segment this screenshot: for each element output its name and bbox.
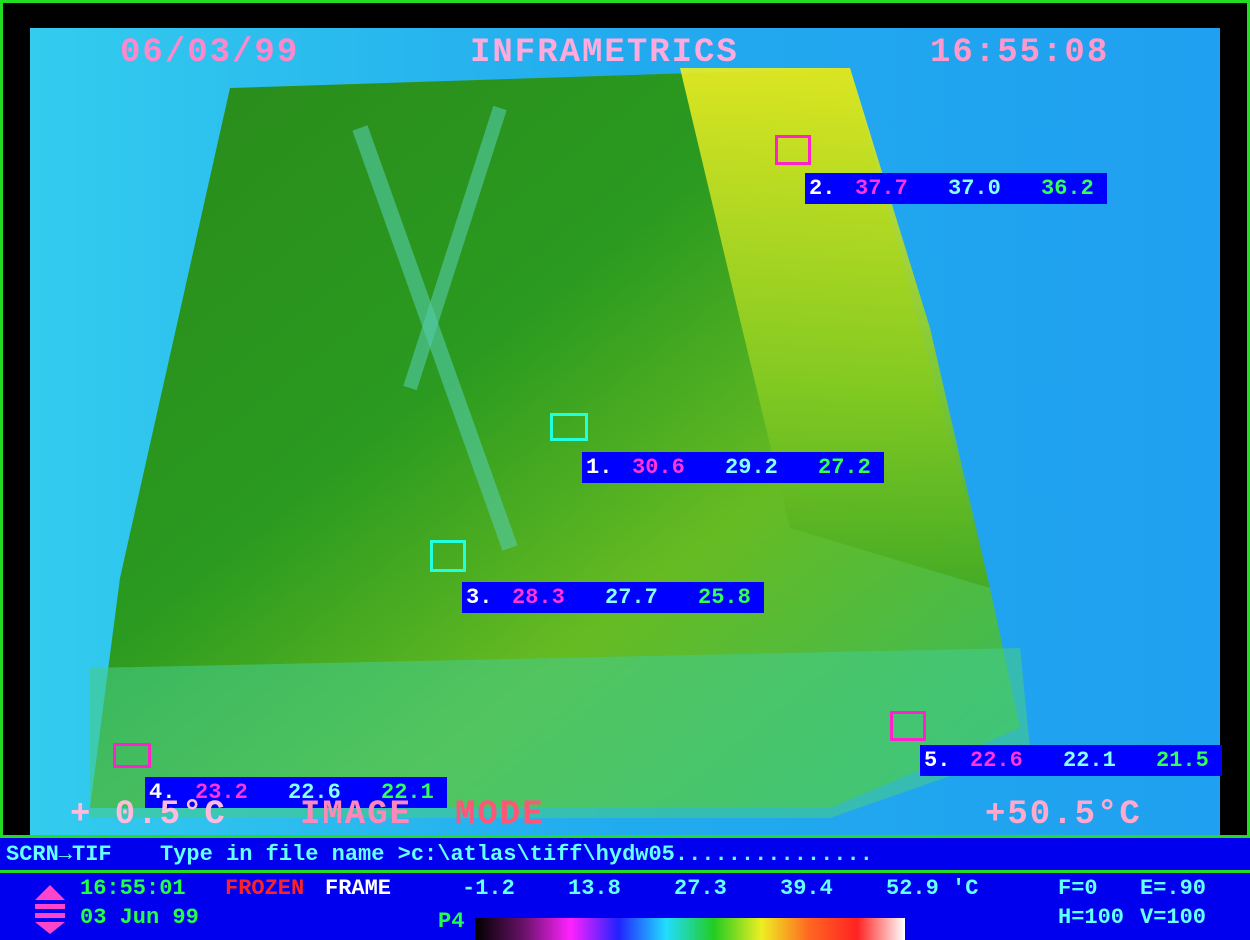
spot-value: 21.5	[1156, 748, 1209, 773]
thermal-image	[30, 28, 1220, 835]
spot-readout: 3. 28.3 27.7 25.8	[462, 582, 764, 613]
spot-box	[113, 743, 151, 768]
spot-value: 23.2	[195, 780, 248, 805]
scale-label: 13.8	[568, 876, 621, 901]
command-line	[0, 838, 1250, 873]
spot-value: 29.2	[725, 455, 778, 480]
frame-label: FRAME	[325, 876, 392, 901]
mode-label: MODE	[455, 796, 545, 834]
color-bar	[475, 918, 905, 940]
spot-index: 1.	[586, 455, 613, 480]
spot-value: 22.6	[970, 748, 1023, 773]
spot-value: 27.2	[818, 455, 871, 480]
spot-value: 25.8	[698, 585, 751, 610]
spot-readout: 2. 37.7 37.0 36.2	[805, 173, 1107, 204]
spot-value: 22.1	[1063, 748, 1116, 773]
scale-label: 52.9	[886, 876, 939, 901]
spot-index: 4.	[149, 780, 176, 805]
command-label: SCRN→TIF	[6, 842, 112, 867]
spot-value: 36.2	[1041, 176, 1094, 201]
spot-index: 2.	[809, 176, 836, 201]
frozen-status: FROZEN	[225, 876, 305, 901]
brand: INFRAMETRICS	[470, 34, 739, 72]
clock: 16:55:08	[930, 34, 1110, 72]
scale-label: 39.4	[780, 876, 833, 901]
range-low: + 0.5°C	[70, 796, 227, 834]
f-setting: F=0	[1058, 876, 1098, 901]
spot-box	[550, 413, 588, 441]
spot-value: 22.6	[288, 780, 341, 805]
logo-icon	[35, 885, 65, 934]
palette: P4	[438, 909, 465, 934]
spot-value: 30.6	[632, 455, 685, 480]
scale-unit: 'C	[952, 876, 979, 901]
spot-value: 22.1	[381, 780, 434, 805]
scale-label: 27.3	[674, 876, 727, 901]
command-prompt[interactable]: Type in file name >c:\atlas\tiff\hydw05.…	[160, 842, 873, 867]
spot-index: 3.	[466, 585, 493, 610]
footer-date: 03 Jun 99	[80, 905, 199, 930]
spot-readout: 5. 22.6 22.1 21.5	[920, 745, 1222, 776]
spot-value: 37.0	[948, 176, 1001, 201]
image-label: IMAGE	[300, 796, 413, 834]
h-setting: H=100	[1058, 905, 1125, 930]
spot-value: 28.3	[512, 585, 565, 610]
spot-value: 37.7	[855, 176, 908, 201]
spot-box	[430, 540, 466, 572]
spot-index: 5.	[924, 748, 951, 773]
footer-time: 16:55:01	[80, 876, 186, 901]
date: 06/03/99	[120, 34, 300, 72]
spot-box	[890, 711, 926, 741]
spot-readout: 4. 23.2 22.6 22.1	[145, 777, 447, 808]
e-setting: E=.90	[1140, 876, 1207, 901]
v-setting: V=100	[1140, 905, 1207, 930]
spot-readout: 1. 30.6 29.2 27.2	[582, 452, 884, 483]
spot-value: 27.7	[605, 585, 658, 610]
range-high: +50.5°C	[985, 796, 1142, 834]
spot-box	[775, 135, 811, 165]
scale-label: -1.2	[462, 876, 515, 901]
